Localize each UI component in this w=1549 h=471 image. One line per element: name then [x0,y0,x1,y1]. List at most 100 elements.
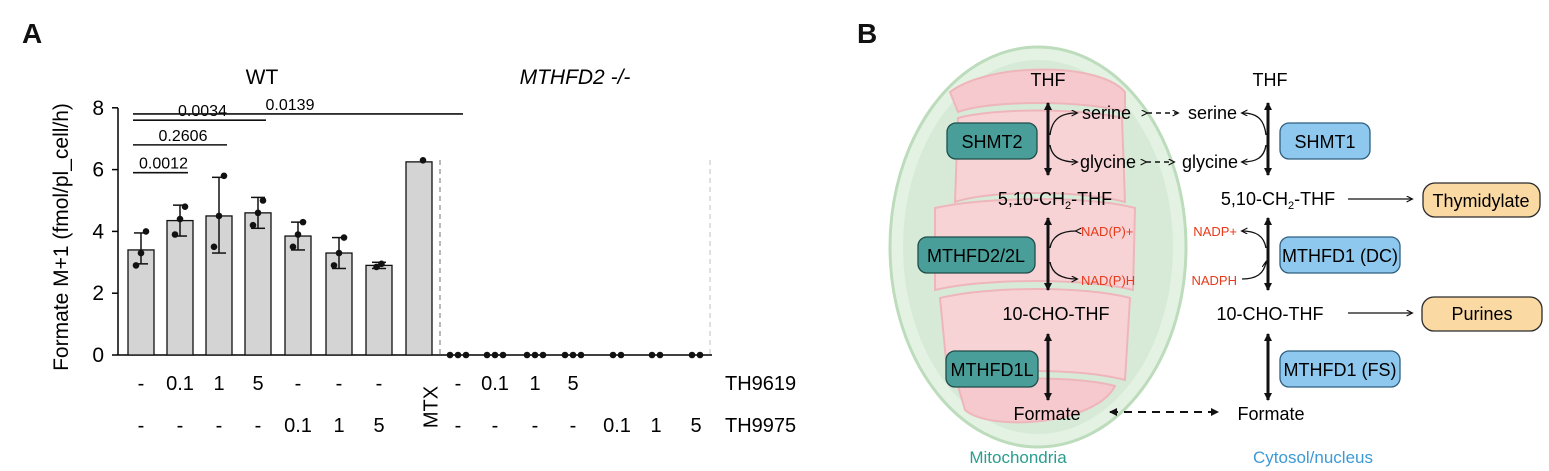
data-point [132,262,140,269]
cyto-nadph-curve [1241,262,1266,280]
treatment-value: - [216,415,223,437]
data-point [569,351,577,359]
treatment-value: 1 [333,415,344,437]
mito-nadp-curve [1049,231,1076,249]
treatment-value: - [255,415,262,437]
mito-formate: Formate [1013,404,1080,424]
data-point [419,157,427,164]
treatment-value: - [295,373,302,395]
y-tick-label: 0 [92,344,104,367]
p-value-label: 0.0012 [139,156,188,173]
group-label-wt: WT [246,66,279,89]
mito-nadph-curve [1049,261,1077,279]
cyto-glycine-curve [1242,144,1267,162]
mito-nadp-plus: NAD(P)+ [1081,224,1133,239]
data-point [294,231,302,238]
mito-ch2-thf: 5,10-CH2-THF [998,189,1112,212]
p-value-label: 0.2606 [159,128,208,145]
y-axis-label: Formate M+1 (fmol/pl_cell/h) [50,103,73,371]
mitochondria-label: Mitochondria [969,448,1067,467]
treatment-label-th9619: TH9619 [725,373,796,395]
treatment-value: - [336,373,343,395]
product-thymidylate-label: Thymidylate [1432,191,1529,211]
data-point [289,243,297,251]
enzyme-mthfd1l-label: MTHFD1L [950,360,1033,380]
data-point [215,212,223,220]
data-point [330,262,338,269]
cyto-glycine: glycine [1182,152,1238,172]
data-point [609,351,617,359]
cyto-formate: Formate [1237,404,1304,424]
data-point [142,228,150,235]
data-point [499,351,507,359]
p-value-label: 0.0034 [178,103,227,120]
data-point [696,351,704,359]
data-point [561,351,569,359]
data-point [210,243,218,251]
treatment-label-th9975: TH9975 [725,415,796,437]
pathway-diagram: THF serine glycine SHMT2 5,10-CH2-THF NA… [888,45,1543,467]
bar-chart: Formate M+1 (fmol/pl_cell/h) WT MTHFD2 -… [50,66,796,437]
cytosol-nucleus-label: Cytosol/nucleus [1253,448,1373,467]
mtx-label: MTX [420,386,442,428]
treatment-value: 5 [252,373,263,395]
data-point [483,351,491,359]
bar [284,235,312,356]
treatment-value: - [376,373,383,395]
data-point [254,209,262,217]
cyto-nadp-curve [1242,231,1267,249]
data-point [617,351,625,359]
data-point [181,203,189,210]
data-point [523,351,531,359]
data-point [335,249,343,257]
treatment-value: 0.1 [166,373,194,395]
data-point [491,351,499,359]
panel-b-label: B [857,18,878,49]
treatment-value: 0.1 [284,415,312,437]
group-label-mthfd2-ko: MTHFD2 -/- [520,66,631,89]
mito-serine: serine [1082,103,1131,123]
data-point [299,218,307,226]
mito-glycine: glycine [1080,152,1136,172]
treatment-value: 5 [690,415,701,437]
treatment-value: - [570,415,577,437]
enzyme-shmt1: SHMT1 [1279,122,1371,160]
treatment-value: 1 [650,415,661,437]
data-point [340,234,348,241]
enzyme-mthfd1-dc: MTHFD1 (DC) [1279,236,1401,274]
treatment-value: - [177,415,184,437]
cyto-nadp-plus: NADP+ [1193,224,1237,239]
treatment-value: 1 [529,373,540,395]
treatment-value: - [492,415,499,437]
data-point [688,351,696,359]
y-tick-label: 2 [92,282,104,305]
product-purines: Purines [1421,296,1543,332]
data-point [454,351,462,359]
enzyme-mthfd1-fs-label: MTHFD1 (FS) [1284,360,1397,380]
cyto-serine: serine [1188,103,1237,123]
data-point [462,351,470,359]
data-point [249,221,257,229]
enzyme-shmt1-label: SHMT1 [1294,132,1355,152]
enzyme-shmt2-label: SHMT2 [961,132,1022,152]
data-point [378,260,385,268]
y-tick-label: 6 [92,159,104,182]
enzyme-mthfd2-2l: MTHFD2/2L [917,236,1036,274]
mito-serine-curve [1049,113,1077,136]
data-point [373,263,380,271]
cyto-thf: THF [1253,70,1288,90]
treatment-value: 1 [213,373,224,395]
enzyme-mthfd2-2l-label: MTHFD2/2L [927,246,1025,266]
data-point [446,351,454,359]
treatment-value: 5 [373,415,384,437]
treatment-value: - [138,415,145,437]
cyto-serine-curve [1242,113,1267,136]
bar [166,219,194,356]
cyto-10-cho-thf: 10-CHO-THF [1217,304,1324,324]
data-point [137,249,145,257]
data-point [531,351,539,359]
product-purines-label: Purines [1451,304,1512,324]
data-point [220,172,228,180]
data-point [577,351,585,359]
mito-glycine-curve [1049,144,1077,162]
